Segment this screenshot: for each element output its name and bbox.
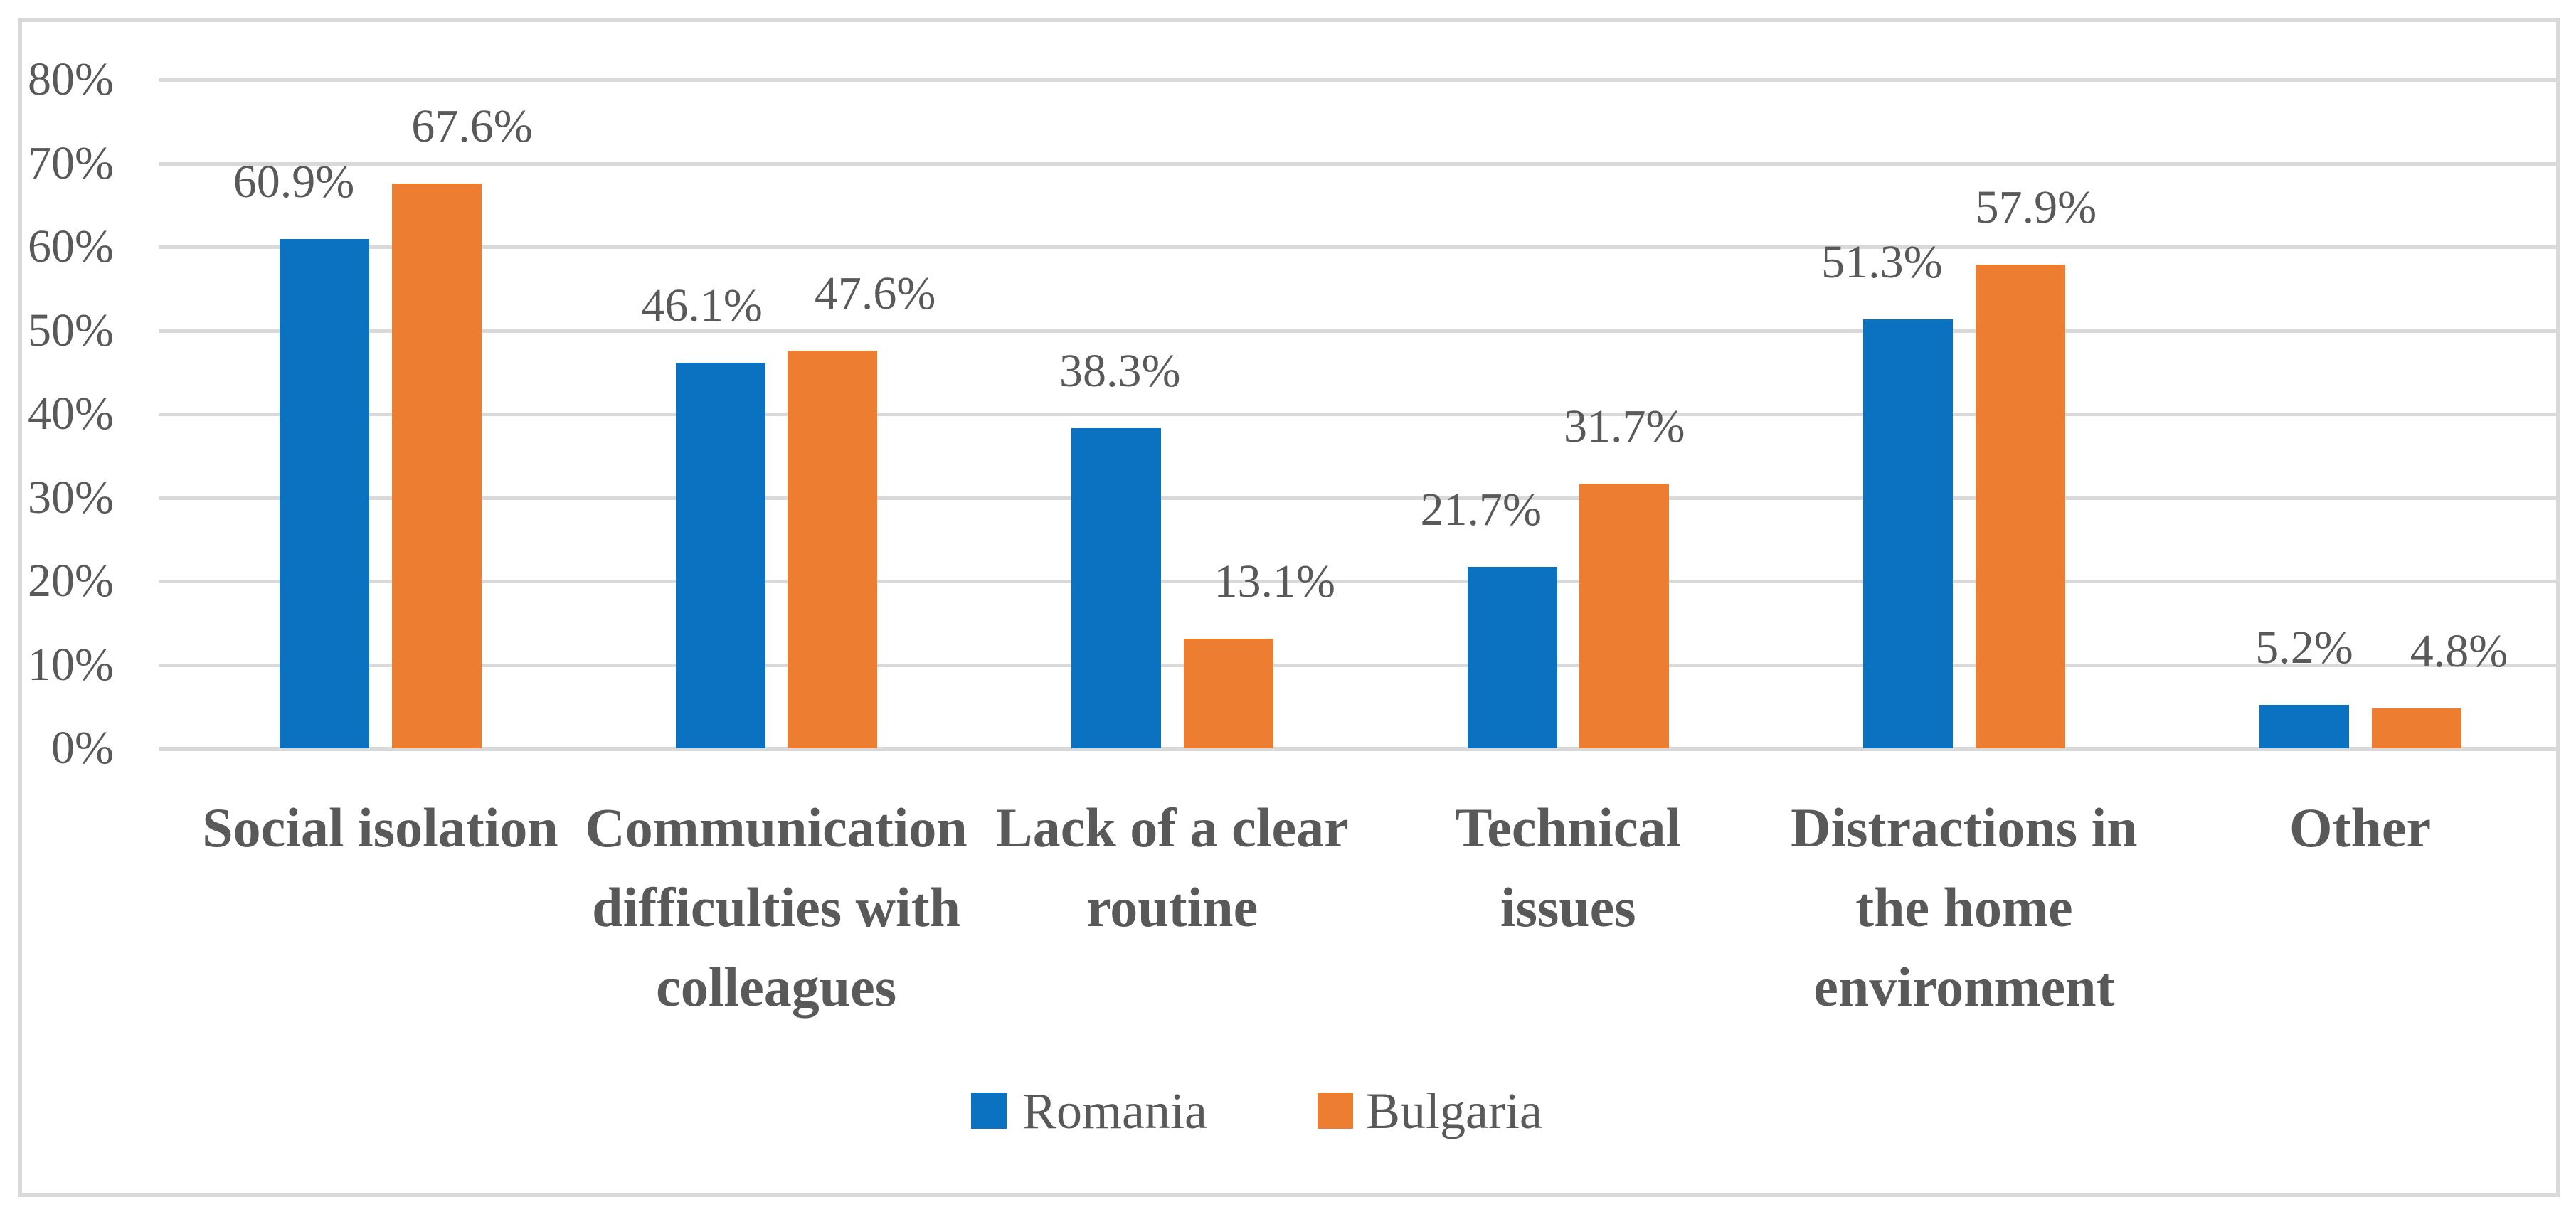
bar-bulgaria-3 xyxy=(1579,483,1670,748)
y-axis-tick-label-70%: 70% xyxy=(28,137,114,189)
legend-label-bulgaria: Bulgaria xyxy=(1366,1083,1542,1139)
gridline-80% xyxy=(159,78,2556,82)
bar-bulgaria-2 xyxy=(1183,639,1273,748)
y-axis-tick-label-50%: 50% xyxy=(28,304,114,356)
bar-romania-4 xyxy=(1863,319,1954,748)
y-axis-tick-label-10%: 10% xyxy=(28,638,114,691)
value-label-romania-1: 46.1% xyxy=(641,280,763,332)
bar-romania-5 xyxy=(2259,704,2349,748)
bar-romania-0 xyxy=(280,239,369,748)
legend-label-romania: Romania xyxy=(1022,1083,1207,1139)
value-label-romania-3: 21.7% xyxy=(1420,484,1542,536)
bar-bulgaria-4 xyxy=(1975,264,2065,748)
bar-romania-3 xyxy=(1467,567,1557,748)
gridline-20% xyxy=(159,580,2556,583)
gridline-50% xyxy=(159,329,2556,333)
value-label-bulgaria-3: 31.7% xyxy=(1564,400,1685,452)
value-label-bulgaria-1: 47.6% xyxy=(814,267,936,319)
value-label-romania-5: 5.2% xyxy=(2255,621,2353,674)
bar-romania-1 xyxy=(675,363,765,748)
category-label-3: Technical issues xyxy=(1455,797,1682,938)
gridline-30% xyxy=(159,496,2556,500)
bar-bulgaria-0 xyxy=(391,183,482,748)
value-label-romania-0: 60.9% xyxy=(233,156,355,208)
value-label-bulgaria-5: 4.8% xyxy=(2410,624,2508,677)
value-label-bulgaria-0: 67.6% xyxy=(411,100,533,152)
category-label-2: Lack of a clear routine xyxy=(995,797,1349,938)
value-label-romania-4: 51.3% xyxy=(1821,236,1943,289)
y-axis-tick-label-40%: 40% xyxy=(28,388,114,440)
value-label-bulgaria-4: 57.9% xyxy=(1975,181,2097,233)
legend-marker-romania xyxy=(971,1093,1007,1129)
value-label-bulgaria-2: 13.1% xyxy=(1214,556,1335,608)
gridline-10% xyxy=(159,663,2556,667)
value-label-romania-2: 38.3% xyxy=(1059,344,1181,397)
y-axis-tick-label-30%: 30% xyxy=(28,471,114,523)
bar-bulgaria-5 xyxy=(2371,708,2461,748)
category-label-0: Social isolation xyxy=(202,797,558,859)
bar-romania-2 xyxy=(1071,427,1162,748)
legend-marker-bulgaria xyxy=(1318,1093,1353,1129)
gridline-0% xyxy=(159,747,2556,751)
y-axis-tick-label-80%: 80% xyxy=(28,53,114,105)
gridline-70% xyxy=(159,161,2556,166)
category-label-5: Other xyxy=(2289,797,2432,859)
y-axis-tick-label-60%: 60% xyxy=(28,220,114,272)
gridline-40% xyxy=(159,413,2556,416)
bar-bulgaria-1 xyxy=(788,350,878,748)
gridline-60% xyxy=(159,245,2556,249)
y-axis-tick-label-0%: 0% xyxy=(51,722,114,774)
category-label-4: Distractions in the home environment xyxy=(1791,797,2138,1018)
y-axis-tick-label-20%: 20% xyxy=(28,555,114,607)
category-label-1: Communication difficulties with colleagu… xyxy=(585,797,968,1018)
